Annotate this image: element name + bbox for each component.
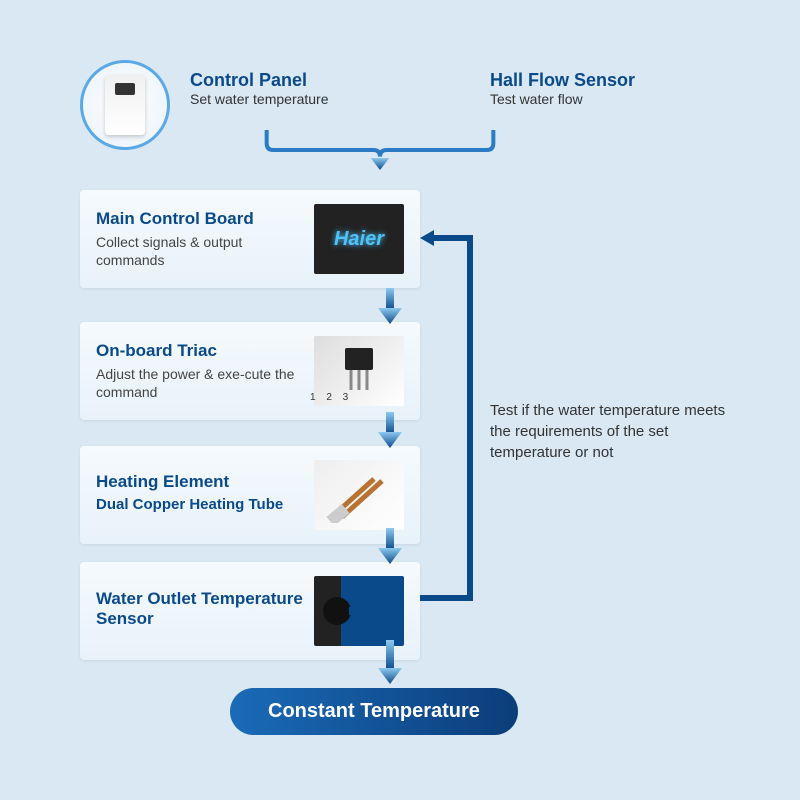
header-right: Hall Flow Sensor Test water flow: [490, 70, 635, 107]
header-left-title: Control Panel: [190, 70, 329, 91]
card-subtitle: Collect signals & output commands: [96, 233, 314, 269]
result-badge: Constant Temperature: [230, 688, 518, 735]
triac-pin-labels: 1 2 3: [310, 392, 352, 403]
card-0: Main Control Board Collect signals & outp…: [80, 190, 420, 288]
flow-arrow-3: [378, 640, 402, 684]
feedback-text: Test if the water temperature meets the …: [490, 400, 730, 463]
card-1: On-board Triac Adjust the power & exe-cut…: [80, 322, 420, 420]
flow-arrow-2: [378, 528, 402, 564]
flow-arrow-1: [378, 412, 402, 448]
top-connector: [190, 130, 570, 170]
header-right-title: Hall Flow Sensor: [490, 70, 635, 91]
heat-icon: [314, 460, 404, 530]
card-title: Heating Element: [96, 472, 314, 492]
card-2: Heating Element Dual Copper Heating Tube: [80, 446, 420, 544]
card-title: On-board Triac: [96, 341, 314, 361]
header-right-subtitle: Test water flow: [490, 91, 635, 107]
card-title: Water Outlet Temperature Sensor: [96, 589, 314, 630]
feedback-arrow: [420, 190, 500, 610]
water-heater-icon: [105, 75, 145, 135]
flow-arrow-0: [378, 288, 402, 324]
card-title: Main Control Board: [96, 209, 314, 229]
card-3: Water Outlet Temperature Sensor: [80, 562, 420, 660]
sensor-icon: [314, 576, 404, 646]
card-subtitle-bold: Dual Copper Heating Tube: [96, 496, 314, 514]
header-left: Control Panel Set water temperature: [190, 70, 329, 107]
device-icon-circle: [80, 60, 170, 150]
chip-icon: Haier: [314, 204, 404, 274]
header-left-subtitle: Set water temperature: [190, 91, 329, 107]
card-subtitle: Adjust the power & exe-cute the command: [96, 365, 314, 401]
